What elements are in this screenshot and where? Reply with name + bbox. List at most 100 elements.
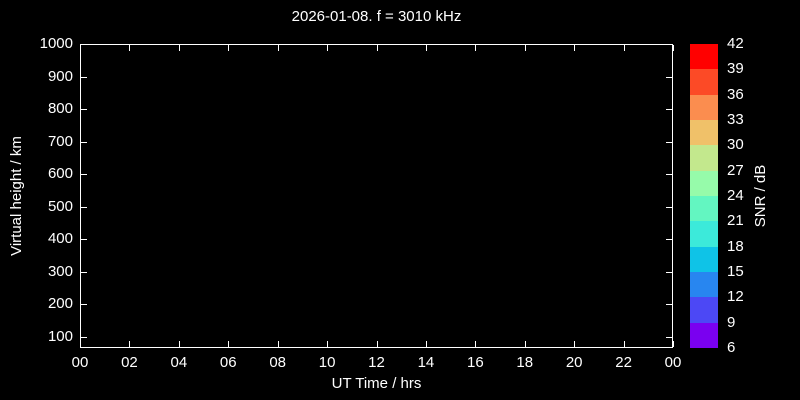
colorbar-segment xyxy=(690,119,718,146)
x-tick-label: 06 xyxy=(219,354,237,371)
x-tick-mark xyxy=(623,341,625,347)
x-tick-mark xyxy=(524,341,526,347)
x-tick-mark-top xyxy=(475,45,477,51)
colorbar-axis-label: SNR / dB xyxy=(752,164,769,228)
x-tick-mark-top xyxy=(277,45,279,51)
colorbar-tick-label: 12 xyxy=(727,288,744,306)
colorbar-segment xyxy=(690,94,718,120)
x-tick-mark-top xyxy=(673,45,674,51)
x-tick-label: 12 xyxy=(368,354,385,371)
colorbar-tick-label: 21 xyxy=(727,212,744,230)
x-tick-mark xyxy=(574,341,576,347)
x-tick-label: 04 xyxy=(170,354,188,371)
x-tick-mark-top xyxy=(129,45,131,51)
x-tick-label: 14 xyxy=(417,354,435,371)
x-tick-label: 00 xyxy=(71,354,89,371)
x-tick-mark xyxy=(80,341,81,347)
colorbar-tick-label: 18 xyxy=(727,237,744,255)
colorbar-segment xyxy=(690,246,718,272)
y-tick-mark xyxy=(81,239,87,241)
x-tick-mark xyxy=(228,341,230,347)
y-tick-mark xyxy=(81,141,87,143)
y-tick-mark-right xyxy=(666,271,672,273)
colorbar-segment xyxy=(690,170,718,196)
colorbar-tick-label: 6 xyxy=(727,339,736,356)
x-tick-mark xyxy=(178,341,180,347)
x-axis-label: UT Time / hrs xyxy=(331,375,422,392)
x-tick-label: 16 xyxy=(466,354,484,371)
x-tick-label: 02 xyxy=(121,354,138,371)
y-tick-mark-right xyxy=(666,141,672,143)
y-tick-mark xyxy=(81,44,87,45)
colorbar-segment xyxy=(690,271,718,298)
y-tick-label: 900 xyxy=(47,67,73,85)
x-tick-mark-top xyxy=(623,45,625,51)
y-tick-mark xyxy=(81,109,87,111)
colorbar-tick-label: 30 xyxy=(727,136,744,154)
colorbar-tick-label: 33 xyxy=(727,111,744,128)
y-tick-mark xyxy=(81,304,87,306)
x-tick-label: 20 xyxy=(565,354,583,371)
y-tick-mark-right xyxy=(666,76,672,78)
y-tick-mark xyxy=(81,76,87,78)
y-tick-label: 800 xyxy=(47,100,73,118)
x-tick-mark-top xyxy=(425,45,427,51)
x-tick-mark-top xyxy=(80,45,81,51)
x-tick-mark-top xyxy=(574,45,576,51)
y-axis-label: Virtual height / km xyxy=(8,136,25,256)
colorbar-tick-label: 39 xyxy=(727,60,744,78)
y-tick-mark xyxy=(81,174,87,176)
y-tick-mark xyxy=(81,271,87,273)
colorbar-tick-label: 24 xyxy=(727,187,744,204)
y-tick-label: 200 xyxy=(47,295,73,313)
y-tick-mark-right xyxy=(666,174,672,176)
colorbar-segment xyxy=(690,69,718,95)
y-tick-mark-right xyxy=(666,336,672,338)
y-tick-mark-right xyxy=(666,109,672,111)
x-tick-label: 08 xyxy=(269,354,286,371)
chart-title: 2026-01-08. f = 3010 kHz xyxy=(291,8,462,25)
y-tick-label: 1000 xyxy=(39,35,73,52)
colorbar-segment xyxy=(690,145,718,171)
x-tick-label: 00 xyxy=(664,354,682,371)
y-tick-label: 600 xyxy=(47,165,73,183)
y-tick-label: 500 xyxy=(47,197,73,215)
colorbar-segment xyxy=(690,44,718,70)
x-tick-mark-top xyxy=(178,45,180,51)
y-tick-mark xyxy=(81,206,87,208)
x-tick-mark xyxy=(425,341,427,347)
colorbar-segment xyxy=(690,195,718,222)
y-tick-label: 400 xyxy=(47,230,73,248)
x-tick-mark-top xyxy=(524,45,526,51)
x-tick-label: 10 xyxy=(318,354,336,371)
x-tick-mark xyxy=(277,341,279,347)
y-tick-label: 700 xyxy=(47,132,73,150)
y-tick-label: 100 xyxy=(47,327,73,345)
y-tick-label: 300 xyxy=(47,262,73,280)
x-tick-mark xyxy=(673,341,674,347)
colorbar-tick-label: 15 xyxy=(727,263,744,280)
x-tick-mark-top xyxy=(327,45,329,51)
y-tick-mark-right xyxy=(666,239,672,241)
y-tick-mark-right xyxy=(666,304,672,306)
colorbar-segment xyxy=(690,322,718,348)
x-tick-label: 18 xyxy=(516,354,534,371)
colorbar-tick-label: 27 xyxy=(727,161,744,179)
x-tick-mark xyxy=(376,341,378,347)
colorbar-tick-label: 36 xyxy=(727,85,744,103)
plot-area xyxy=(80,44,674,348)
colorbar-segment xyxy=(690,221,718,247)
y-tick-mark-right xyxy=(666,206,672,208)
colorbar-segment xyxy=(690,297,718,323)
colorbar-tick-label: 42 xyxy=(727,35,744,52)
y-tick-mark-right xyxy=(666,44,672,45)
colorbar xyxy=(690,44,718,348)
x-tick-mark xyxy=(475,341,477,347)
x-tick-mark xyxy=(327,341,329,347)
colorbar-tick-label: 9 xyxy=(727,313,736,331)
x-tick-mark xyxy=(129,341,131,347)
x-tick-label: 22 xyxy=(615,354,632,371)
x-tick-mark-top xyxy=(376,45,378,51)
x-tick-mark-top xyxy=(228,45,230,51)
